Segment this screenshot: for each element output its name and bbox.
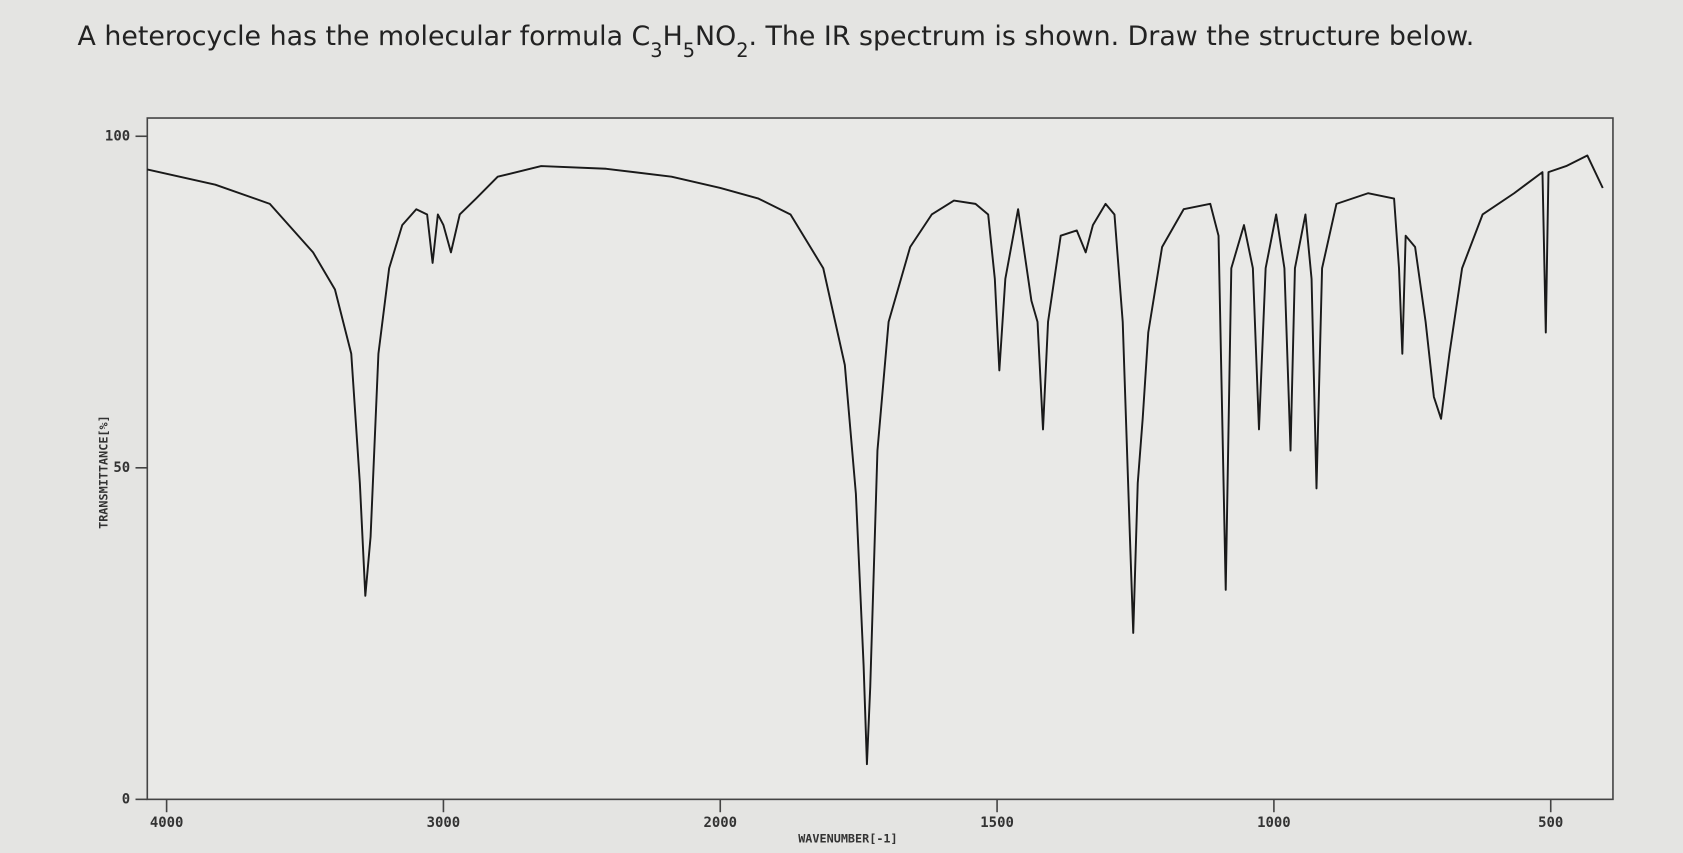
plot: 0 50 100 4000 3000 2000 1500 1000 500 bbox=[105, 128, 1604, 831]
x-tick-label: 1000 bbox=[1257, 815, 1291, 831]
y-tick-label: 100 bbox=[105, 128, 130, 144]
x-tick-label: 500 bbox=[1538, 815, 1563, 831]
x-axis-label: WAVENUMBER[-1] bbox=[798, 831, 897, 845]
plot-frame bbox=[146, 117, 1614, 801]
x-tick-label: 4000 bbox=[150, 815, 184, 831]
spectrum-line bbox=[146, 154, 1604, 766]
subscript: 3 bbox=[650, 39, 662, 62]
question-text: A heterocycle has the molecular formula … bbox=[78, 21, 651, 52]
subscript: 2 bbox=[736, 39, 748, 62]
y-tick-label: 50 bbox=[113, 460, 130, 476]
x-tick-label: 1500 bbox=[980, 815, 1014, 831]
y-tick-label: 0 bbox=[122, 791, 130, 807]
question-text: NO bbox=[695, 21, 736, 52]
x-tick-label: 3000 bbox=[427, 815, 461, 831]
question: A heterocycle has the molecular formula … bbox=[78, 21, 1475, 62]
subscript: 5 bbox=[683, 39, 695, 62]
x-tick-label: 2000 bbox=[703, 815, 737, 831]
question-text: . The IR spectrum is shown. Draw the str… bbox=[748, 21, 1474, 52]
question-text: H bbox=[663, 21, 683, 52]
y-axis-label: TRANSMITTANCE[%] bbox=[97, 415, 111, 529]
